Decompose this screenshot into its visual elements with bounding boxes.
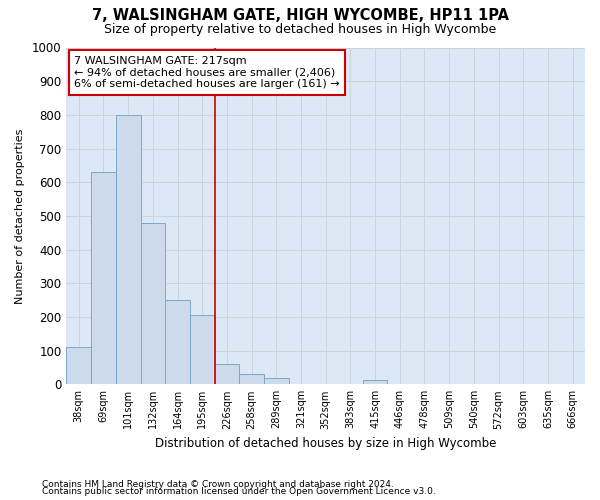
Text: Size of property relative to detached houses in High Wycombe: Size of property relative to detached ho… [104, 22, 496, 36]
Bar [363, 380, 388, 384]
Text: Contains HM Land Registry data © Crown copyright and database right 2024.: Contains HM Land Registry data © Crown c… [42, 480, 394, 489]
Bar [264, 378, 289, 384]
Text: 7 WALSINGHAM GATE: 217sqm
← 94% of detached houses are smaller (2,406)
6% of sem: 7 WALSINGHAM GATE: 217sqm ← 94% of detac… [74, 56, 340, 89]
Bar [165, 300, 190, 384]
Bar [67, 348, 91, 385]
Bar [140, 222, 165, 384]
Bar [239, 374, 264, 384]
X-axis label: Distribution of detached houses by size in High Wycombe: Distribution of detached houses by size … [155, 437, 496, 450]
Bar [91, 172, 116, 384]
Text: Contains public sector information licensed under the Open Government Licence v3: Contains public sector information licen… [42, 487, 436, 496]
Text: 7, WALSINGHAM GATE, HIGH WYCOMBE, HP11 1PA: 7, WALSINGHAM GATE, HIGH WYCOMBE, HP11 1… [91, 8, 509, 22]
Bar [116, 115, 140, 384]
Bar [215, 364, 239, 384]
Y-axis label: Number of detached properties: Number of detached properties [15, 128, 25, 304]
Bar [190, 316, 215, 384]
